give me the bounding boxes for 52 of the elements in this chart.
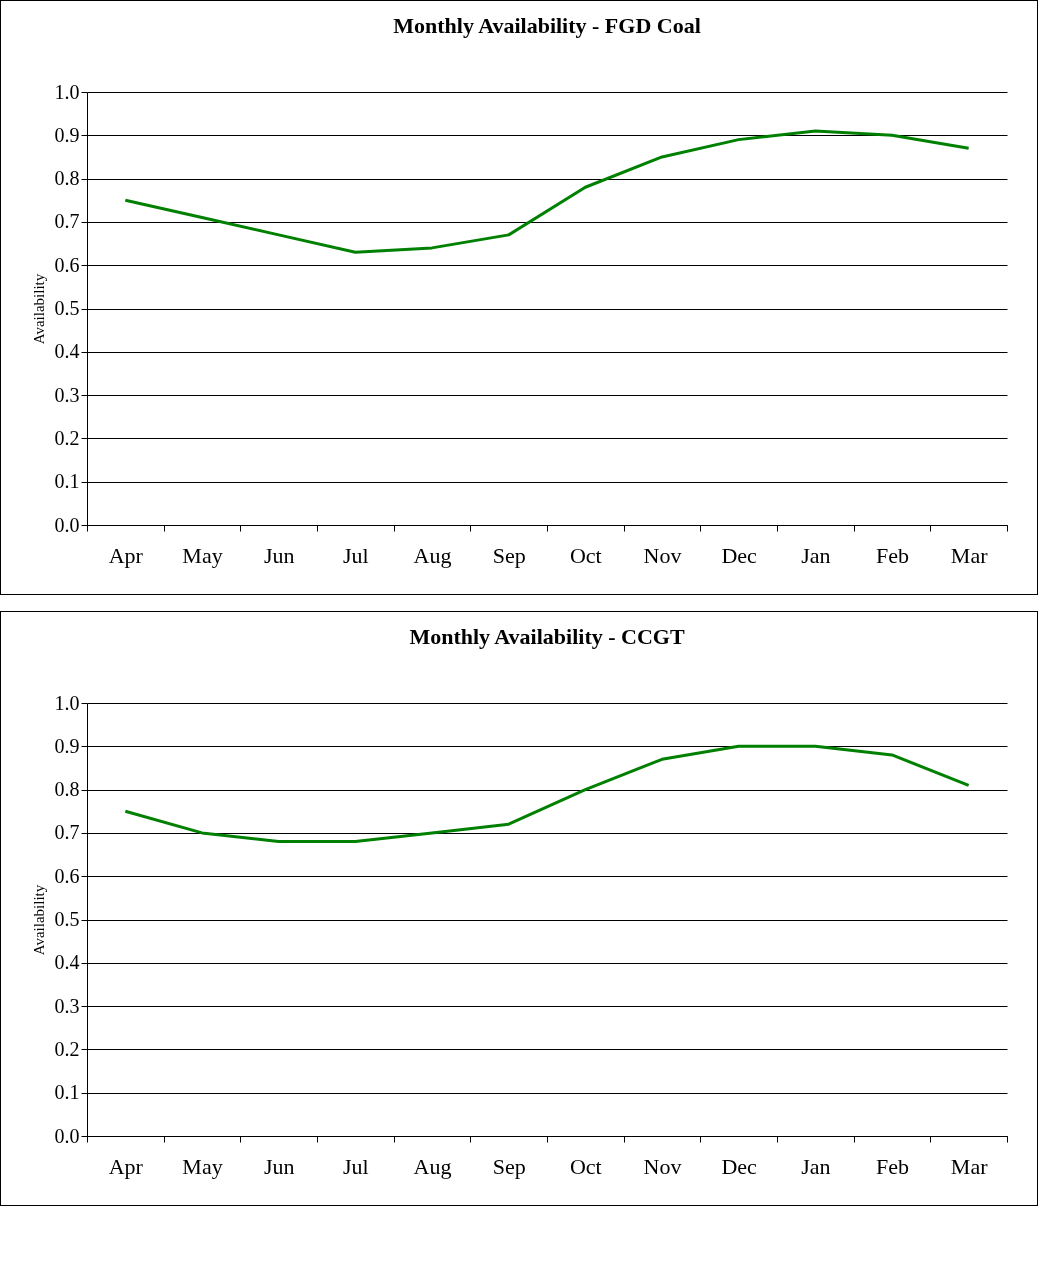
y-tick-label: 0.5 (54, 908, 80, 930)
x-tick-label: Jan (801, 542, 831, 568)
y-tick-label: 1.0 (54, 691, 80, 714)
y-tick-label: 0.4 (54, 340, 80, 363)
x-tick-label: Aug (413, 542, 452, 568)
x-tick-label: Aug (413, 1153, 452, 1179)
x-tick-label: May (182, 1153, 223, 1179)
y-tick-label: 0.8 (54, 167, 80, 190)
y-tick-label: 0.0 (54, 513, 80, 536)
y-tick-label: 0.0 (54, 1124, 80, 1147)
x-tick-label: Jun (263, 542, 295, 568)
x-tick-label: Dec (721, 1153, 758, 1179)
x-tick-label: Mar (950, 1153, 989, 1179)
y-tick-label: 0.2 (54, 426, 80, 449)
y-tick-label: 1.0 (54, 80, 80, 103)
y-tick-label: 0.3 (54, 383, 80, 406)
x-tick-label: Oct (569, 542, 602, 568)
x-tick-label: Nov (643, 542, 682, 568)
y-axis-title: Availability (30, 884, 47, 956)
y-tick-label: 0.3 (54, 994, 80, 1017)
x-tick-label: Feb (876, 1153, 909, 1179)
y-tick-label: 0.6 (54, 253, 80, 276)
x-tick-label: Mar (950, 542, 989, 568)
y-tick-label: 0.9 (54, 734, 80, 757)
x-tick-label: Jan (801, 1153, 831, 1179)
y-tick-label: 0.1 (54, 470, 80, 493)
chart-title: Monthly Availability - FGD Coal (393, 13, 701, 38)
x-tick-label: May (182, 542, 223, 568)
x-tick-label: Apr (108, 542, 144, 568)
x-tick-label: Jun (263, 1153, 295, 1179)
x-tick-label: Sep (492, 542, 526, 568)
x-tick-label: Dec (721, 542, 758, 568)
x-tick-label: Jul (342, 1153, 369, 1179)
line-series (123, 744, 971, 844)
x-tick-label: Feb (876, 542, 909, 568)
line-series (123, 129, 971, 254)
y-tick-label: 0.5 (54, 297, 80, 319)
x-tick-label: Jul (342, 542, 369, 568)
x-tick-label: Nov (643, 1153, 682, 1179)
y-tick-label: 0.8 (54, 778, 80, 801)
y-tick-label: 0.9 (54, 123, 80, 146)
y-tick-label: 0.2 (54, 1037, 80, 1060)
x-tick-label: Sep (492, 1153, 526, 1179)
y-tick-label: 0.1 (54, 1081, 80, 1104)
y-tick-label: 0.6 (54, 864, 80, 887)
y-axis-title: Availability (30, 273, 47, 345)
y-tick-label: 0.7 (54, 210, 80, 233)
x-tick-label: Apr (108, 1153, 144, 1179)
y-tick-label: 0.7 (54, 821, 80, 844)
chart-title: Monthly Availability - CCGT (409, 624, 685, 649)
x-tick-label: Oct (569, 1153, 602, 1179)
y-tick-label: 0.4 (54, 951, 80, 974)
